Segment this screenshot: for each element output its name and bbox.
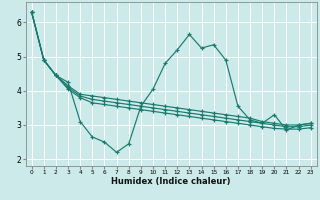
X-axis label: Humidex (Indice chaleur): Humidex (Indice chaleur) [111,177,231,186]
